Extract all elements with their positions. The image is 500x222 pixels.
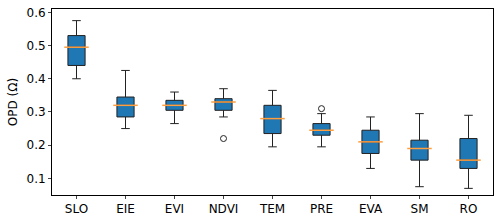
svg-text:PRE: PRE bbox=[310, 202, 333, 216]
svg-text:EVA: EVA bbox=[359, 202, 383, 216]
svg-text:0.3: 0.3 bbox=[27, 105, 46, 119]
svg-text:OPD (Ω): OPD (Ω) bbox=[6, 78, 20, 126]
svg-text:TEM: TEM bbox=[259, 202, 285, 216]
svg-text:NDVI: NDVI bbox=[209, 202, 239, 216]
svg-text:EIE: EIE bbox=[116, 202, 135, 216]
svg-text:RO: RO bbox=[460, 202, 478, 216]
svg-text:0.4: 0.4 bbox=[27, 72, 46, 86]
svg-text:0.1: 0.1 bbox=[27, 172, 46, 186]
svg-text:0.6: 0.6 bbox=[27, 6, 46, 20]
svg-text:0.5: 0.5 bbox=[27, 39, 46, 53]
svg-text:0.2: 0.2 bbox=[27, 138, 46, 152]
svg-text:EVI: EVI bbox=[165, 202, 184, 216]
svg-text:SLO: SLO bbox=[65, 202, 88, 216]
svg-text:SM: SM bbox=[411, 202, 429, 216]
